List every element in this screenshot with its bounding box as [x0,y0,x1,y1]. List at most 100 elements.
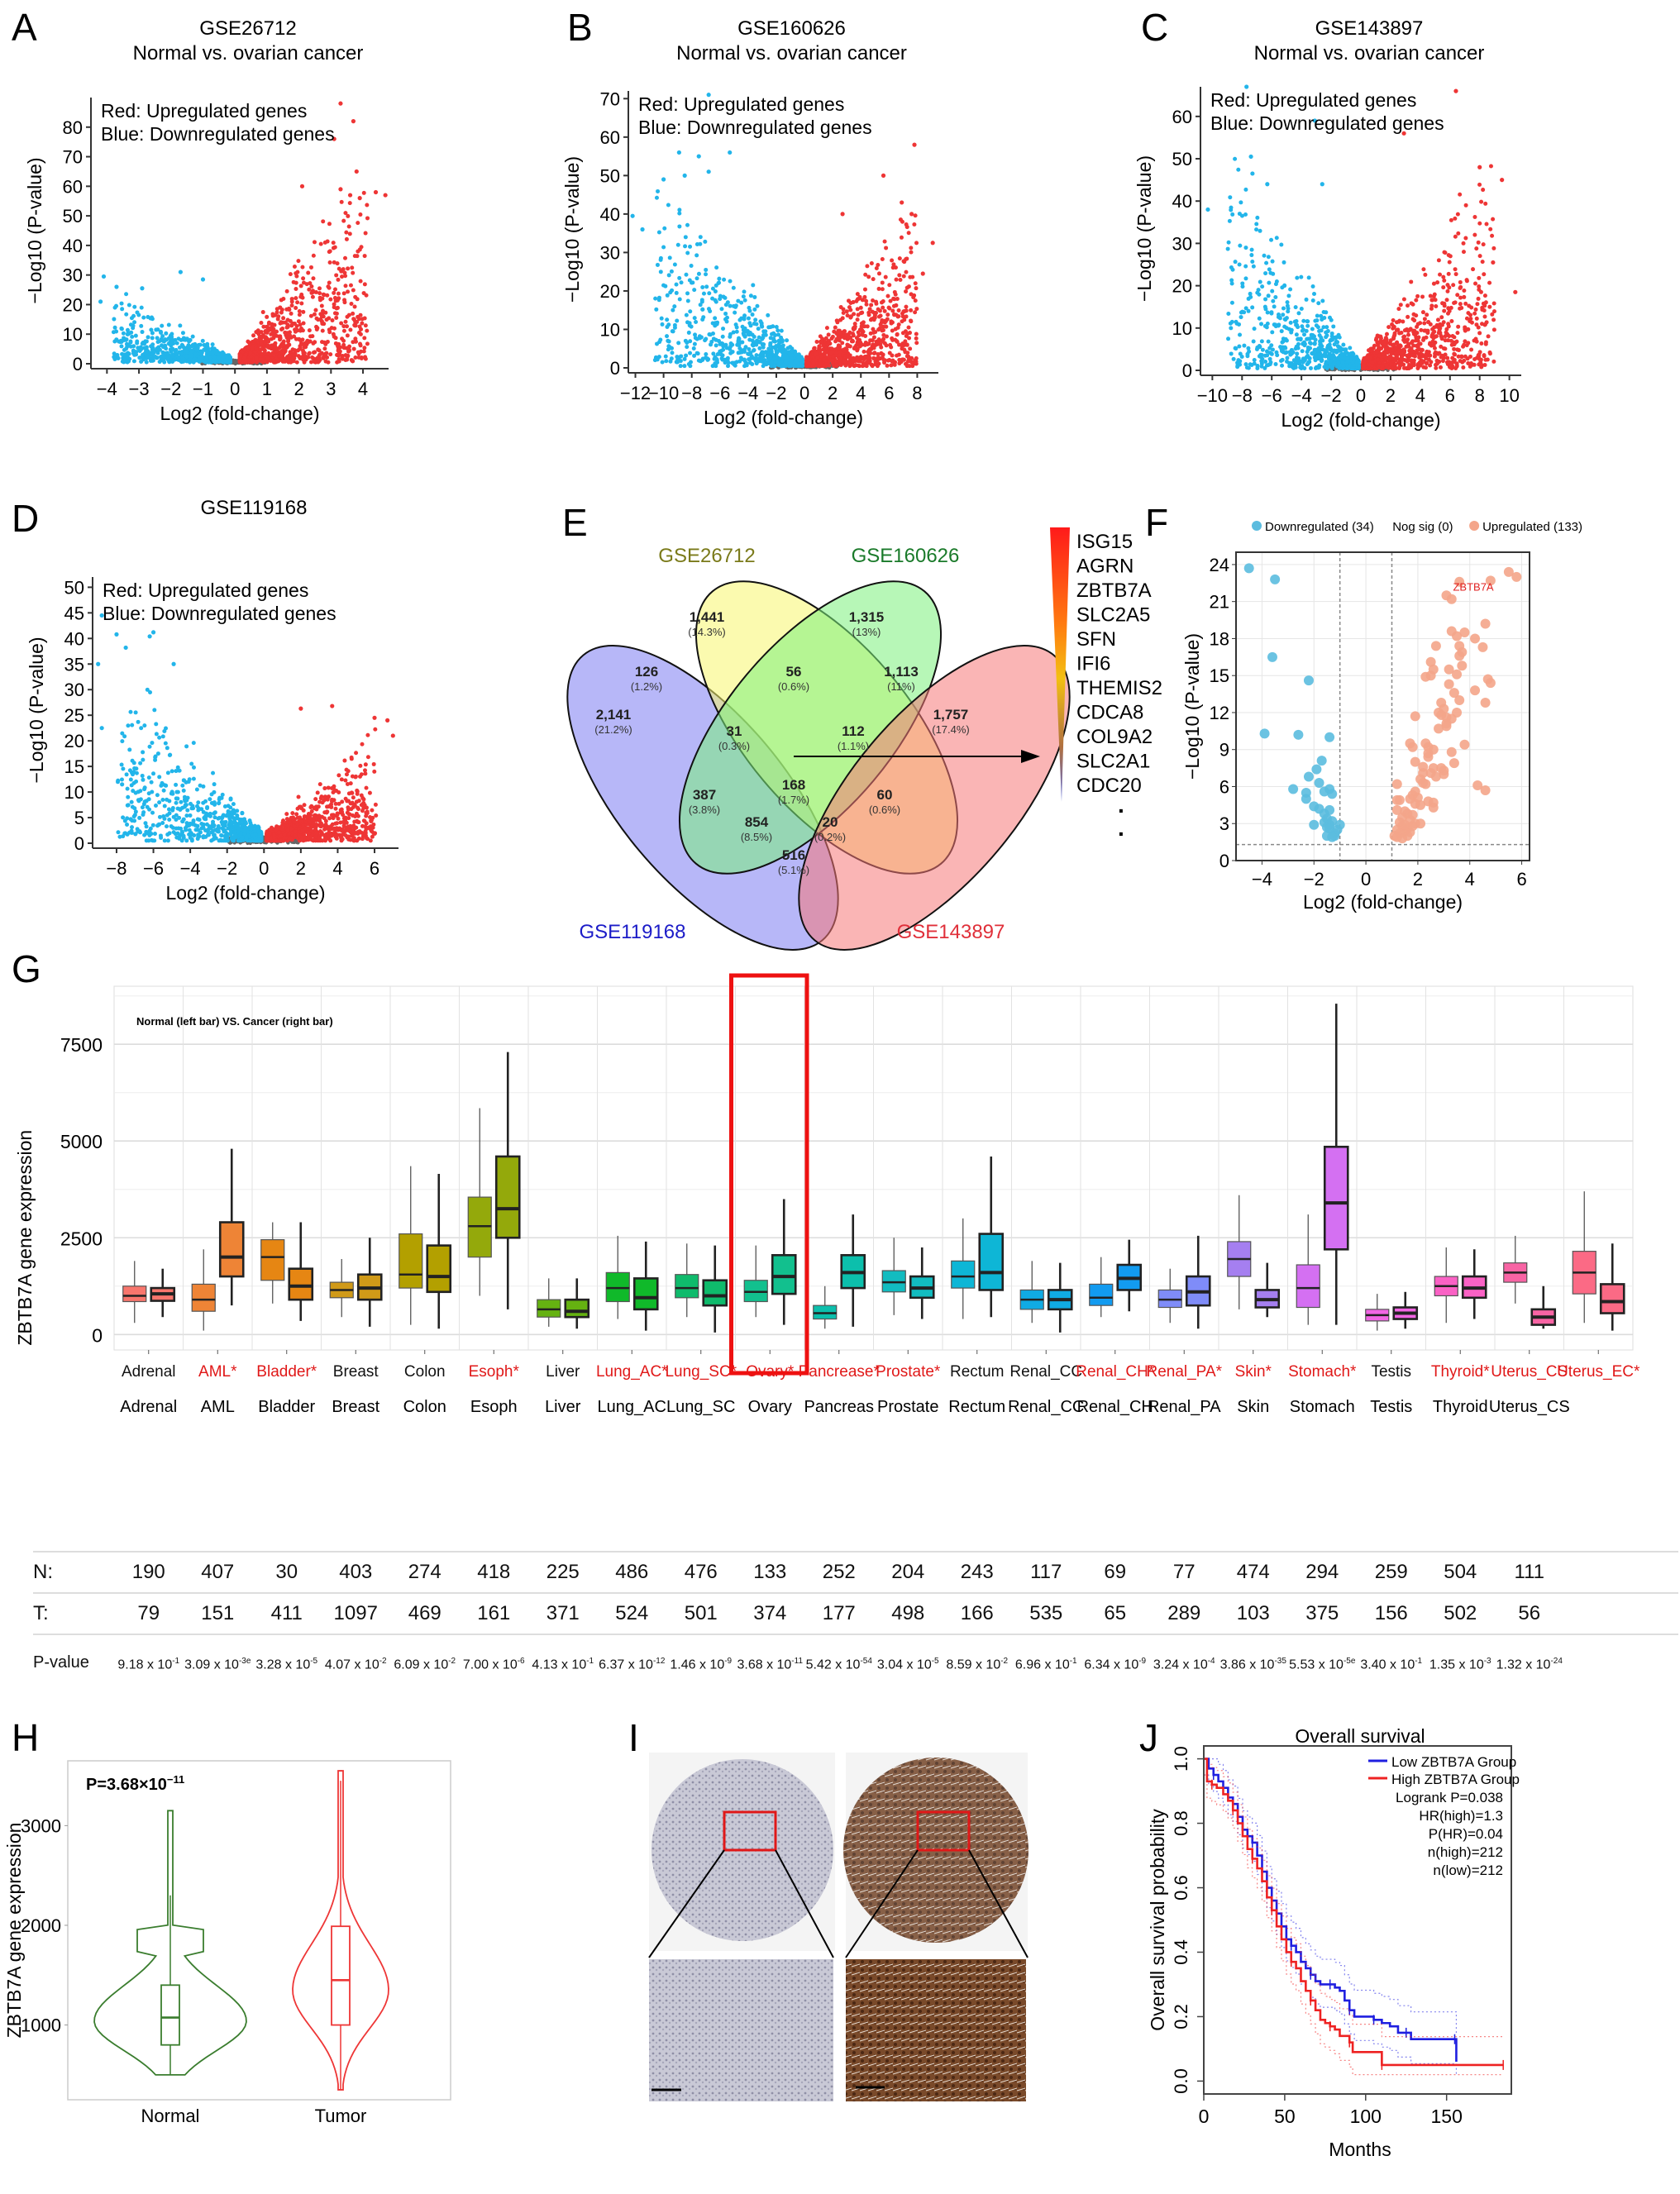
point-up [1380,364,1385,369]
plot-subtitle: Normal vs. ovarian cancer [133,42,364,64]
point-up [1446,322,1451,327]
point-down [666,338,671,343]
point-down [159,336,164,341]
point-up [306,270,311,275]
point-down [150,336,155,341]
point-down [694,253,699,258]
point-up [306,340,311,345]
point-up [876,271,881,276]
point-up [1436,258,1441,263]
point-down [723,311,728,316]
point-up [1490,233,1495,238]
point-outlier [114,284,119,289]
point-up [238,353,243,358]
point-down [1254,346,1259,351]
point-down [779,328,784,333]
point-up [1435,317,1440,322]
point-up [1413,332,1418,337]
point-outlier [930,241,935,246]
point-up [1431,343,1436,348]
point-down [1315,318,1320,323]
point-up [859,324,864,329]
point-down [684,312,689,317]
point-up [343,357,348,362]
point-down [169,337,174,342]
point-up [879,345,884,350]
point-down [690,280,695,285]
point-down [112,325,117,330]
point-up [1484,222,1489,227]
point-up [264,335,269,340]
point-up [330,317,335,322]
point-down [737,359,742,364]
point-down [704,351,709,356]
point-up [1461,365,1466,370]
point-up [340,274,345,279]
point-up [293,329,298,334]
x-tick-label: 4 [358,379,368,399]
point-up [341,338,346,343]
point-up [319,351,324,355]
point-up [904,269,909,274]
point-up [248,351,253,355]
point-down [742,289,747,294]
point-up [362,282,367,287]
point-down [660,360,665,365]
point-up [277,353,282,358]
point-up [325,339,330,344]
point-up [1455,293,1460,298]
point-up [867,346,872,351]
point-up [1363,360,1367,365]
point-down [776,338,781,343]
point-down [679,280,684,285]
point-down [1285,303,1290,308]
point-up [339,269,344,274]
point-down [174,347,179,352]
point-up [828,351,833,355]
point-up [1410,362,1415,367]
point-up [317,286,322,291]
point-up [343,255,348,260]
point-up [363,323,368,328]
point-up [820,336,825,341]
point-up [358,312,363,317]
point-outlier [351,119,356,124]
point-up [1439,315,1444,320]
point-up [291,279,296,284]
point-up [1487,304,1492,309]
point-up [1393,362,1398,367]
point-up [833,339,838,344]
point-up [904,289,909,294]
point-down [164,331,169,336]
point-down [210,346,215,351]
plot-subtitle: Normal vs. ovarian cancer [676,42,907,64]
point-up [351,288,356,293]
point-down [198,351,203,356]
point-up [826,332,831,337]
point-up [332,260,336,265]
point-up [1443,352,1448,357]
point-down [686,361,691,366]
point-up [865,324,870,329]
point-down [202,342,207,347]
point-down [781,353,786,358]
point-up [299,301,304,306]
point-up [253,337,258,342]
point-up [1443,334,1448,339]
point-down [710,364,715,369]
point-up [909,355,914,360]
point-up [246,340,251,345]
point-up [847,330,852,335]
point-down [155,336,160,341]
point-down [148,316,153,321]
point-down [671,329,675,334]
point-up [1394,320,1399,325]
point-up [1458,286,1463,291]
point-up [850,339,855,344]
point-up [824,326,829,331]
point-up [1425,312,1429,317]
point-down [146,335,150,340]
point-down [687,278,692,283]
point-up [855,317,860,322]
